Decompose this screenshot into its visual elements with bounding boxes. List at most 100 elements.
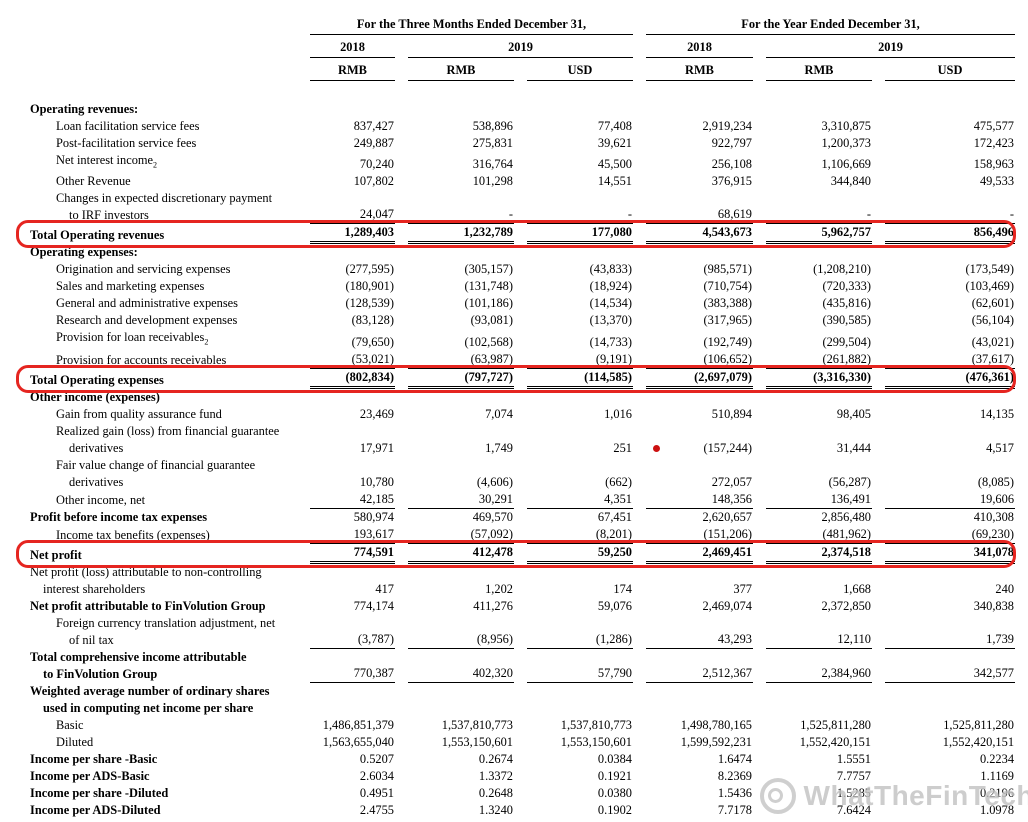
value-cell: (83,128) — [351, 313, 394, 328]
value-cell: (69,230) — [872, 526, 1016, 544]
row-label: Income per ADS-Diluted — [30, 802, 161, 817]
value-cell: 2,856,480 — [821, 509, 871, 524]
row-label: Changes in expected discretionary paymen… — [56, 191, 273, 223]
value-cell: 177,080 — [514, 224, 633, 245]
value-cell: 2.4755 — [359, 802, 394, 817]
year-header-tm-2019: 2019 — [395, 35, 633, 58]
currency-label: RMB — [310, 63, 395, 81]
value-cell: (56,104) — [971, 313, 1015, 328]
value-cell: 7.7178 — [717, 802, 752, 817]
value-cell — [297, 683, 395, 717]
currency-label: RMB — [646, 63, 753, 81]
currency-label: USD — [885, 63, 1016, 81]
value-cell: 174 — [613, 581, 632, 596]
value-cell: (720,333) — [822, 279, 871, 294]
value-cell: 136,491 — [753, 491, 872, 509]
value-cell: 1.3372 — [478, 768, 513, 783]
value-cell: 59,250 — [514, 544, 633, 564]
table-row: Diluted 1,563,655,040 1,553,150,601 1,553,1… — [30, 734, 1015, 751]
year-label: 2018 — [310, 40, 395, 58]
table-row: Net profit (loss) attributable to non-co… — [30, 564, 1015, 598]
value-cell — [514, 81, 633, 118]
value-cell: (101,186) — [464, 296, 513, 311]
table-row: Weighted average number of ordinary shar… — [30, 683, 1015, 717]
value-cell: - — [514, 190, 633, 225]
watermark-text: WhatTheFinTech — [803, 780, 1028, 811]
three-months-group-header: For the Three Months Ended December 31, — [310, 17, 633, 35]
year-group-header-cell: For the Year Ended December 31, — [633, 12, 1016, 35]
value-cell: 0.2648 — [478, 785, 513, 800]
table-row: Loan facilitation service fees 837,427 538… — [30, 118, 1015, 135]
value-cell: 344,840 — [830, 174, 871, 189]
table-row: Net profit 774,591 412,478 59,250 2,469,451 2… — [30, 544, 1016, 564]
value-cell: 1.6474 — [717, 751, 752, 766]
value-cell: (261,882) — [753, 351, 872, 369]
value-cell: 1,749 — [485, 440, 513, 455]
table-row: Changes in expected discretionary paymen… — [30, 190, 1016, 225]
value-cell: (180,901) — [345, 279, 394, 294]
value-cell: 1,537,810,773 — [560, 717, 632, 732]
value-cell — [633, 81, 753, 118]
value-cell: (435,816) — [822, 296, 871, 311]
value-cell — [633, 244, 753, 261]
value-cell: (710,754) — [703, 279, 752, 294]
value-cell: 376,915 — [711, 174, 752, 189]
value-cell: (102,568) — [464, 334, 513, 349]
value-cell — [297, 81, 395, 118]
value-cell: 774,174 — [353, 598, 394, 613]
value-cell: (476,361) — [872, 369, 1016, 389]
row-label: Net profit — [30, 547, 82, 562]
watermark: WhatTheFinTech — [759, 778, 1028, 814]
value-cell: (14,733) — [589, 334, 632, 349]
value-cell: 1,525,811,280 — [800, 717, 871, 732]
value-cell: 1,537,810,773 — [441, 717, 513, 732]
value-cell: 1,552,420,151 — [942, 734, 1015, 749]
row-label: Loan facilitation service fees — [56, 119, 200, 133]
value-cell: 0.0384 — [597, 751, 632, 766]
value-cell — [514, 389, 633, 406]
value-cell: (192,749) — [703, 334, 752, 349]
value-cell: 57,790 — [514, 649, 633, 683]
value-cell — [872, 389, 1015, 406]
row-label: Basic — [56, 717, 84, 732]
row-label: Operating revenues: — [30, 102, 139, 116]
value-cell: 4,543,673 — [633, 224, 753, 245]
row-label: Other income (expenses) — [30, 389, 160, 404]
three-months-group-header-cell: For the Three Months Ended December 31, — [297, 12, 633, 35]
year-label: 2018 — [646, 40, 753, 58]
value-cell: (103,469) — [965, 279, 1015, 294]
value-cell: 0.1921 — [597, 768, 632, 783]
value-cell: 1,016 — [604, 406, 632, 421]
value-cell: 469,570 — [472, 509, 513, 524]
row-label: Post-facilitation service fees — [56, 136, 197, 150]
value-cell — [633, 389, 753, 406]
row-label: Gain from quality assurance fund — [56, 406, 222, 421]
row-label: Operating expenses: — [30, 245, 138, 260]
value-cell: 14,551 — [597, 174, 632, 189]
value-cell: (128,539) — [345, 296, 394, 311]
table-row: Profit before income tax expenses 580,974… — [30, 509, 1015, 526]
value-cell: (299,504) — [822, 334, 871, 349]
row-label: Weighted average number of ordinary shar… — [30, 683, 270, 715]
footnote-marker: 2 — [153, 160, 158, 170]
value-cell: 240 — [995, 581, 1015, 596]
value-cell: (63,987) — [395, 351, 514, 369]
income-statement-table: For the Three Months Ended December 31, … — [30, 12, 1016, 819]
year-header-row: 2018 2019 2018 2019 — [30, 35, 1016, 58]
value-cell: 77,408 — [597, 119, 632, 133]
value-cell: 5,962,757 — [753, 224, 872, 245]
value-cell — [297, 389, 395, 406]
value-cell: 1.5285 — [836, 785, 871, 800]
value-cell: 1.0978 — [979, 802, 1015, 817]
row-label: Sales and marketing expenses — [56, 279, 205, 294]
value-cell: (481,962) — [753, 526, 872, 544]
value-cell: 4,351 — [514, 491, 633, 509]
table-row: Total Operating expenses (802,834) (797,72… — [30, 369, 1016, 389]
table-row: Foreign currency translation adjustment,… — [30, 615, 1016, 649]
value-cell: 377 — [733, 581, 752, 596]
row-label: Realized gain (loss) from financial guar… — [56, 423, 280, 455]
watermark-logo-icon — [759, 778, 796, 814]
value-cell: 1,200,373 — [821, 136, 871, 150]
value-cell: (53,021) — [297, 351, 395, 369]
value-cell: 0.2674 — [478, 751, 513, 766]
